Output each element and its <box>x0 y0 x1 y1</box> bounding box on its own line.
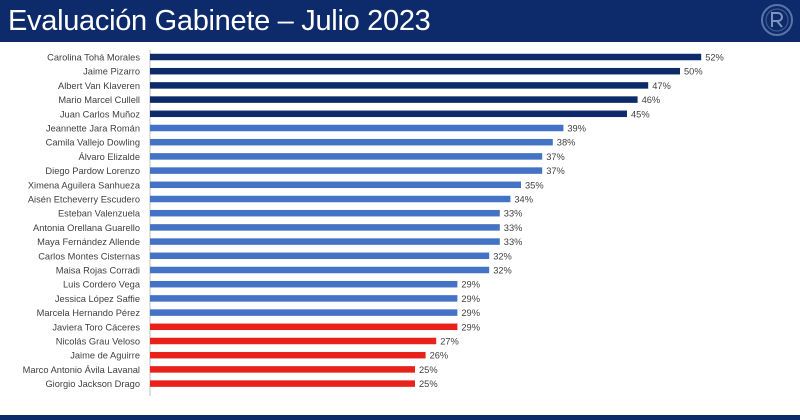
bar <box>150 96 638 103</box>
bar <box>150 380 415 387</box>
bar <box>150 295 458 302</box>
bar-chart: Carolina Tohá Morales Jaime Pizarro Albert… <box>23 50 724 396</box>
page-title: Evaluación Gabinete – Julio 2023 <box>8 5 431 37</box>
category-label: Diego Pardow Lorenzo <box>45 166 140 176</box>
bar <box>150 252 490 260</box>
category-label: Jeannette Jara Román <box>46 124 140 134</box>
bar <box>150 181 521 189</box>
category-label: Aisén Etcheverry Escudero <box>28 195 140 205</box>
header-bar: Evaluación Gabinete – Julio 2023 <box>0 0 800 42</box>
bar <box>150 153 543 160</box>
bar <box>150 224 500 231</box>
bar <box>150 323 458 331</box>
value-label: 33% <box>504 223 523 233</box>
category-label: Jessica López Saffie <box>55 294 140 304</box>
bar <box>150 53 702 61</box>
bar <box>150 337 437 345</box>
value-label: 39% <box>567 124 586 134</box>
value-label: 34% <box>514 195 533 205</box>
value-label: 46% <box>642 95 661 105</box>
footer-bar <box>0 415 800 420</box>
value-label: 37% <box>546 152 565 162</box>
value-label: 45% <box>631 109 650 119</box>
value-label: 29% <box>461 308 480 318</box>
value-label: 33% <box>504 209 523 219</box>
bar <box>150 82 649 89</box>
value-label: 52% <box>705 53 724 63</box>
category-label: Esteban Valenzuela <box>58 209 141 219</box>
bar <box>150 366 415 373</box>
bar <box>150 124 564 132</box>
bar <box>150 351 426 359</box>
category-label: Maya Fernández Allende <box>37 237 140 247</box>
value-label: 38% <box>557 138 576 148</box>
value-label: 29% <box>461 322 480 332</box>
category-label: Jaime Pizarro <box>83 67 140 77</box>
value-label: 25% <box>419 379 438 389</box>
value-label: 33% <box>504 237 523 247</box>
category-label: Giorgio Jackson Drago <box>45 379 140 389</box>
bar <box>150 266 490 274</box>
value-label: 25% <box>419 365 438 375</box>
category-label: Antonia Orellana Guarello <box>33 223 140 233</box>
category-label: Marcela Hernando Pérez <box>37 308 141 318</box>
category-label: Carolina Tohá Morales <box>47 53 140 63</box>
value-label: 32% <box>493 266 512 276</box>
category-label: Álvaro Elizalde <box>79 152 141 162</box>
bar <box>150 67 680 75</box>
category-label: Camila Vallejo Dowling <box>46 138 140 148</box>
bar <box>150 110 627 118</box>
bar <box>150 138 553 146</box>
value-label: 47% <box>652 81 671 91</box>
bar <box>150 209 500 217</box>
category-label: Marco Antonio Ávila Lavanal <box>23 365 140 375</box>
bar <box>150 195 511 203</box>
category-label: Javiera Toro Cáceres <box>52 322 140 332</box>
circular-brand-logo-icon <box>761 4 793 36</box>
bar <box>150 167 543 174</box>
category-label: Nicolás Grau Veloso <box>56 337 140 347</box>
category-label: Mario Marcel Cullell <box>58 95 140 105</box>
category-label: Maisa Rojas Corradi <box>56 266 140 276</box>
category-label: Ximena Aguilera Sanhueza <box>28 180 141 190</box>
value-label: 37% <box>546 166 565 176</box>
value-label: 26% <box>430 351 449 361</box>
value-label: 35% <box>525 180 544 190</box>
bar <box>150 309 458 316</box>
value-label: 27% <box>440 337 459 347</box>
value-label: 29% <box>461 294 480 304</box>
bar <box>150 280 458 288</box>
bar <box>150 238 500 245</box>
category-label: Carlos Montes Cisternas <box>38 251 140 261</box>
category-label: Jaime de Aguirre <box>70 351 140 361</box>
value-label: 50% <box>684 67 703 77</box>
category-label: Luis Cordero Vega <box>63 280 141 290</box>
value-label: 32% <box>493 251 512 261</box>
value-label: 29% <box>461 280 480 290</box>
category-label: Juan Carlos Muñoz <box>60 109 140 119</box>
category-label: Albert Van Klaveren <box>58 81 140 91</box>
